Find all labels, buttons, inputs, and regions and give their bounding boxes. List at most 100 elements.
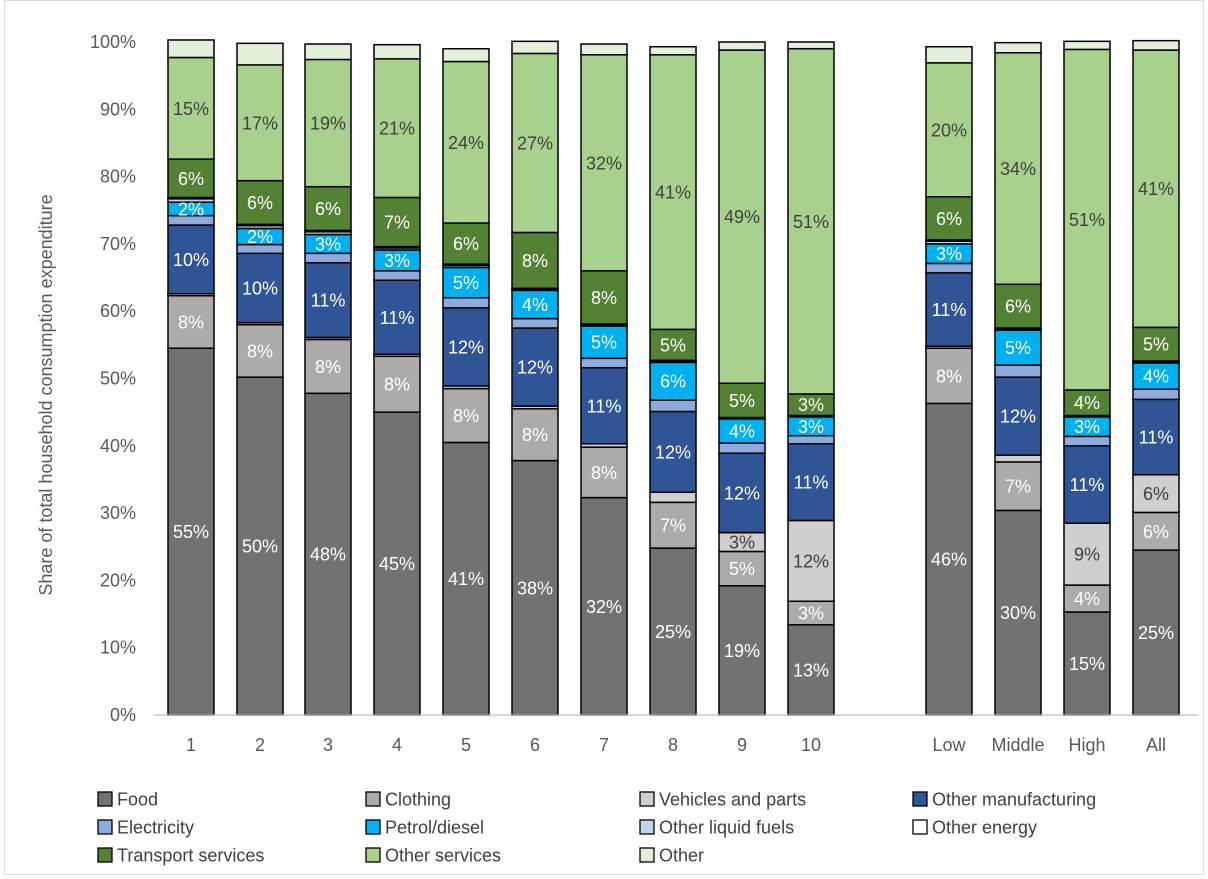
bar-segment-petrol-diesel <box>1132 362 1180 391</box>
data-label: 6% <box>1143 522 1169 542</box>
legend-swatch <box>639 847 655 863</box>
legend-swatch <box>639 819 655 835</box>
bar-segment-clothing <box>304 338 352 395</box>
bar-segment-other <box>304 43 352 61</box>
legend-item-other-energy: Other energy <box>912 818 1037 838</box>
data-label: 24% <box>448 133 484 153</box>
data-label: 11% <box>380 308 415 328</box>
data-label: 8% <box>384 375 410 395</box>
bar-segment-food <box>373 411 421 716</box>
bar-segment-other-manufacturing <box>167 224 215 295</box>
y-tick-label: 0% <box>110 705 136 725</box>
data-label: 11% <box>1139 428 1174 448</box>
y-tick-label: 70% <box>100 234 136 254</box>
data-label: 12% <box>724 483 760 503</box>
data-label: 4% <box>1143 367 1169 387</box>
legend-label: Food <box>117 790 158 810</box>
bar-segment-transport-services <box>649 328 697 362</box>
x-tick-label: 7 <box>599 735 609 755</box>
x-tick-label: 1 <box>186 735 196 755</box>
y-tick-label: 90% <box>100 99 136 119</box>
bar-segment-clothing <box>649 501 697 549</box>
bar-segment-other-manufacturing <box>718 452 766 534</box>
bar-segment-petrol-diesel <box>718 418 766 444</box>
data-label: 3% <box>729 533 755 553</box>
data-label: 5% <box>729 559 755 579</box>
bar-segment-clothing <box>1063 584 1111 613</box>
data-label: 50% <box>242 537 278 557</box>
data-label: 11% <box>587 396 622 416</box>
bar-segment-electricity <box>580 357 628 369</box>
data-label: 10% <box>242 278 278 298</box>
data-label: 12% <box>448 337 484 357</box>
bar-segment-other <box>787 41 835 50</box>
data-label: 20% <box>931 120 967 140</box>
data-label: 7% <box>384 213 410 233</box>
bar-segment-electricity <box>649 399 697 413</box>
data-label: 6% <box>1143 484 1169 504</box>
bar-segment-other-services <box>236 64 284 182</box>
y-tick-label: 20% <box>100 570 136 590</box>
data-label: 6% <box>660 372 686 392</box>
bar-segment-vehicles-and-parts <box>994 454 1042 463</box>
data-label: 8% <box>936 366 962 386</box>
data-label: 13% <box>793 660 829 680</box>
bar-segment-transport-services <box>718 382 766 419</box>
bar-segment-other <box>511 40 559 55</box>
data-label: 11% <box>794 473 829 493</box>
bar-segment-other-manufacturing <box>373 279 421 356</box>
data-label: 5% <box>660 335 686 355</box>
y-tick-label: 10% <box>100 638 136 658</box>
bar-segment-clothing <box>442 387 490 444</box>
bar-segment-other-services <box>167 56 215 160</box>
bar-segment-vehicles-and-parts <box>1063 522 1111 586</box>
data-label: 45% <box>379 554 415 574</box>
y-axis-ticks: 0% 10% 20% 30% 40% 50% 60% 70% 80% 90% 100% <box>90 32 136 725</box>
y-tick-label: 60% <box>100 301 136 321</box>
legend-swatch <box>639 791 655 807</box>
x-tick-label: 10 <box>801 735 821 755</box>
bar-segment-food <box>994 509 1042 716</box>
data-label: 34% <box>1000 159 1036 179</box>
x-tick-label: Low <box>932 735 966 755</box>
bar-segment-other <box>1132 39 1180 51</box>
bar-segment-transport-services <box>167 158 215 199</box>
bar-segment-petrol-diesel <box>442 266 490 299</box>
legend-label: Electricity <box>117 818 194 838</box>
legend-item-petrol-diesel: Petrol/diesel <box>365 818 484 838</box>
data-label: 3% <box>798 395 824 415</box>
data-label: 11% <box>311 291 346 311</box>
data-label: 11% <box>932 300 967 320</box>
bar-segment-other <box>994 41 1042 54</box>
bar-segment-other-manufacturing <box>304 261 352 339</box>
bar-segment-vehicles-and-parts <box>1132 473 1180 514</box>
y-tick-label: 50% <box>100 369 136 389</box>
legend-item-other-manufacturing: Other manufacturing <box>912 790 1096 810</box>
data-label: 51% <box>793 212 829 232</box>
bar-segment-electricity <box>442 296 490 309</box>
legend-swatch <box>912 819 928 835</box>
bar-segment-other-services <box>511 52 559 234</box>
bar-segment-electricity <box>511 317 559 329</box>
legend-label: Other liquid fuels <box>659 818 794 838</box>
x-axis-ticks: 1 2 3 4 5 6 7 8 9 10 Low Middle High All <box>186 735 1166 755</box>
data-label: 51% <box>1069 210 1105 230</box>
data-label: 8% <box>591 463 617 483</box>
legend-swatch <box>97 847 113 863</box>
x-tick-label: 9 <box>737 735 747 755</box>
legend-item-other: Other <box>639 846 704 866</box>
data-label: 5% <box>1143 335 1169 355</box>
data-label: 32% <box>586 597 622 617</box>
data-label: 5% <box>729 391 755 411</box>
data-label: 25% <box>1138 623 1174 643</box>
data-label: 8% <box>178 312 204 332</box>
x-tick-label: All <box>1146 735 1166 755</box>
bar-segment-food <box>236 376 284 716</box>
bar-segment-other-manufacturing <box>442 307 490 387</box>
bar-segment-electricity <box>925 262 973 274</box>
data-label: 19% <box>310 114 346 134</box>
data-label: 15% <box>173 99 209 119</box>
x-tick-label: 8 <box>668 735 678 755</box>
data-label: 2% <box>178 199 204 219</box>
